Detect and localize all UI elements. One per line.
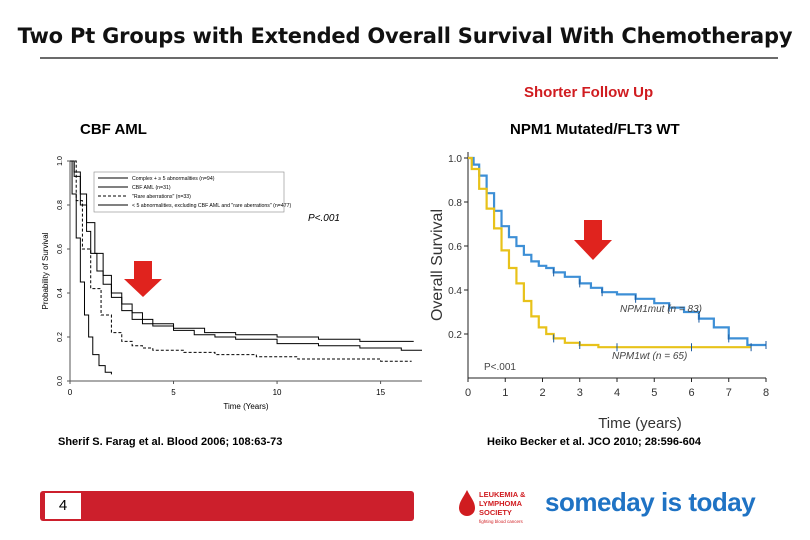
left-y-axis-label: Probability of Survival: [41, 232, 50, 309]
right-citation: Heiko Becker et al. JCO 2010; 28:596-604: [487, 436, 702, 448]
right-x-tick-label: 8: [763, 387, 769, 399]
logo-org-line2: LYMPHOMA: [479, 499, 523, 508]
right-legend-npm1mut: NPM1mut (n = 83): [620, 304, 702, 315]
logo-slogan: someday is today: [545, 487, 756, 517]
left-x-tick-label: 5: [171, 388, 176, 397]
right-series-line-1: [468, 156, 766, 347]
left-y-tick-label: 0.6: [57, 244, 64, 254]
left-x-tick-label: 15: [376, 388, 385, 397]
left-y-tick-label: 0.8: [57, 200, 64, 210]
page-number-box: [45, 493, 81, 519]
right-y-tick-label: 1.0: [448, 154, 462, 165]
left-down-arrow-icon: [124, 261, 162, 297]
left-y-tick-label: 1.0: [57, 156, 64, 166]
left-legend-entry: < 5 abnormalities, excluding CBF AML and…: [132, 203, 291, 209]
left-survival-chart: 0.0 0.2 0.4 0.6 0.8 1.0 0 5 10 15 Complex + ≥ 5 …: [41, 156, 422, 411]
right-x-tick-label: 6: [688, 387, 694, 399]
left-p-value: P<.001: [308, 213, 340, 224]
right-down-arrow-icon: [574, 220, 612, 260]
left-series-line-2: [70, 160, 414, 342]
right-x-tick-label: 5: [651, 387, 657, 399]
lls-logo: LEUKEMIA & LYMPHOMA SOCIETY fighting blo…: [459, 487, 757, 524]
page-number: 4: [58, 497, 68, 514]
right-y-tick-label: 0.6: [448, 242, 462, 253]
blood-drop-icon: [459, 490, 475, 516]
left-series-line-4: [70, 160, 422, 351]
left-y-tick-label: 0.0: [57, 376, 64, 386]
left-series-line-3: [70, 160, 412, 362]
right-panel-label: NPM1 Mutated/FLT3 WT: [510, 121, 680, 138]
logo-org-line1: LEUKEMIA &: [479, 490, 526, 499]
left-y-tick-label: 0.4: [57, 288, 64, 298]
right-y-tick-label: 0.4: [448, 286, 462, 297]
right-x-tick-label: 4: [614, 387, 620, 399]
right-y-tick-label: 0.8: [448, 198, 462, 209]
right-x-tick-label: 1: [502, 387, 508, 399]
left-x-axis-label: Time (Years): [223, 402, 269, 411]
left-plot-area: [70, 161, 422, 381]
right-x-tick-label: 7: [726, 387, 732, 399]
right-x-tick-label: 2: [539, 387, 545, 399]
right-x-tick-label: 3: [577, 387, 583, 399]
right-survival-chart: 0.2 0.4 0.6 0.8 1.0 0 1 2 3 4 5 6 7 8 NPM1mut (n = 8…: [429, 152, 769, 432]
right-legend-npm1wt: NPM1wt (n = 65): [612, 351, 687, 362]
left-y-tick-label: 0.2: [57, 332, 64, 342]
right-x-axis-label: Time (years): [598, 415, 682, 432]
title-divider: [40, 57, 778, 59]
logo-org-tag: fighting blood cancers: [479, 519, 524, 524]
left-legend-entry: CBF AML (n=31): [132, 185, 171, 191]
left-legend-entry: Complex + ≥ 5 abnormalities (n=94): [132, 176, 215, 182]
left-panel-label: CBF AML: [80, 121, 147, 138]
right-x-tick-label: 0: [465, 387, 471, 399]
subtitle-shorter-follow-up: Shorter Follow Up: [524, 84, 654, 101]
left-x-tick-label: 0: [68, 388, 73, 397]
left-legend-entry: "Rare aberrations" (n=33): [132, 194, 191, 200]
right-series-line-2: [468, 156, 752, 349]
left-citation: Sherif S. Farag et al. Blood 2006; 108:6…: [58, 436, 283, 448]
right-p-value: P<.001: [484, 362, 516, 373]
logo-org-line3: SOCIETY: [479, 508, 512, 517]
footer-bar: [40, 491, 414, 521]
left-series-line-1: [70, 160, 112, 375]
left-x-tick-label: 10: [273, 388, 282, 397]
slide-title: Two Pt Groups with Extended Overall Surv…: [17, 24, 793, 48]
left-legend: Complex + ≥ 5 abnormalities (n=94) CBF AM…: [93, 171, 291, 213]
right-y-tick-label: 0.2: [448, 330, 462, 341]
right-y-axis-label: Overall Survival: [429, 209, 446, 321]
